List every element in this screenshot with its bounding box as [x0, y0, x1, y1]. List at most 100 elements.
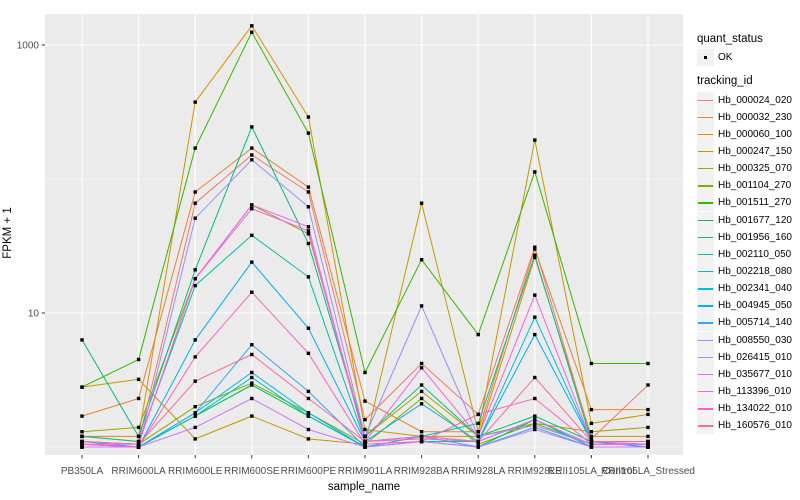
data-point	[250, 290, 254, 294]
data-point	[250, 260, 254, 264]
data-point	[136, 445, 141, 449]
data-point	[250, 125, 254, 129]
line-swatch-icon	[698, 271, 713, 273]
legend-item-Hb_035677_010: Hb_035677_010	[697, 365, 792, 383]
legend-item-label: Hb_000060_100	[718, 128, 792, 140]
legend-item-label: Hb_000032_230	[718, 111, 792, 123]
data-point	[306, 351, 311, 355]
data-point	[193, 338, 197, 342]
legend-item-label: Hb_001677_120	[718, 214, 792, 226]
x-tick-label: RRIM901LA	[338, 466, 393, 477]
data-point	[533, 425, 537, 430]
data-point	[80, 414, 84, 418]
line-swatch-icon	[698, 99, 713, 101]
data-point	[589, 439, 594, 444]
data-point	[419, 201, 424, 205]
legend-item-label: Hb_000325_070	[718, 163, 792, 175]
data-point	[363, 445, 367, 449]
line-swatch-icon	[698, 150, 713, 153]
legend-item-Hb_004945_050: Hb_004945_050	[697, 297, 792, 315]
legend-item-Hb_000060_100: Hb_000060_100	[697, 125, 792, 143]
data-point	[250, 343, 254, 347]
legend-item-Hb_005714_140: Hb_005714_140	[697, 314, 792, 332]
legend-key	[697, 314, 714, 332]
legend-key	[697, 49, 714, 66]
data-point	[419, 437, 424, 441]
data-point	[193, 100, 197, 104]
legend-key	[697, 177, 714, 195]
legend-key	[697, 108, 714, 126]
legend-item-label: Hb_113396_010	[718, 386, 792, 398]
data-point	[250, 370, 254, 375]
data-point	[363, 370, 367, 375]
data-point	[419, 402, 424, 406]
data-point	[589, 361, 594, 366]
data-point	[533, 375, 537, 380]
data-point	[250, 233, 254, 237]
legend-item-label: Hb_002110_050	[718, 248, 792, 260]
legend-key	[697, 91, 714, 109]
data-point	[589, 407, 594, 412]
data-point	[80, 439, 84, 444]
data-point	[476, 445, 480, 449]
data-point	[306, 229, 311, 233]
x-tick-label: RRIM600LE	[168, 466, 223, 477]
legend-item-label: OK	[718, 52, 733, 63]
data-point	[250, 158, 254, 162]
legend-item-Hb_001511_270: Hb_001511_270	[697, 194, 791, 212]
line-swatch-icon	[698, 219, 713, 221]
line-swatch-icon	[698, 168, 713, 170]
legend-item-Hb_000024_020: Hb_000024_020	[697, 91, 792, 109]
data-point	[533, 332, 537, 337]
data-point	[306, 225, 311, 229]
data-point	[363, 442, 367, 446]
data-point	[533, 255, 537, 260]
data-point	[193, 146, 197, 150]
data-point	[476, 442, 480, 446]
legend-key	[697, 280, 714, 298]
legend-key	[697, 297, 714, 315]
data-point	[476, 430, 480, 434]
data-point	[250, 375, 254, 380]
data-point	[136, 357, 141, 362]
legend-key	[697, 160, 714, 178]
data-point	[250, 24, 254, 28]
line-swatch-icon	[698, 253, 713, 256]
data-point	[533, 396, 537, 401]
data-point	[589, 430, 594, 434]
y-tick-label: 10	[28, 309, 40, 320]
line-swatch-icon	[698, 356, 713, 359]
line-swatch-icon	[698, 185, 713, 187]
data-point	[646, 439, 650, 444]
x-tick-label: PB350LA	[61, 466, 104, 477]
x-tick-label: RRII105LA_Stressed	[601, 466, 695, 477]
data-point	[80, 442, 84, 446]
legend-item-Hb_000325_070: Hb_000325_070	[697, 160, 792, 178]
data-point	[193, 190, 197, 194]
data-point	[589, 421, 594, 426]
data-point	[363, 417, 367, 422]
data-point	[250, 203, 254, 207]
data-point	[193, 201, 197, 205]
data-point	[193, 379, 197, 383]
data-point	[193, 437, 197, 441]
legend-key	[697, 263, 714, 280]
legend-item-Hb_001677_120: Hb_001677_120	[697, 211, 792, 229]
legend-key	[697, 383, 714, 401]
data-point	[533, 138, 537, 142]
data-point	[250, 153, 254, 157]
data-point	[306, 437, 311, 441]
y-axis-title: FPKM + 1	[2, 207, 14, 259]
line-swatch-icon	[698, 236, 713, 239]
data-point	[476, 434, 480, 439]
legend-item-label: Hb_008550_030	[718, 334, 792, 346]
legend-key	[697, 142, 714, 160]
data-point	[589, 442, 594, 446]
data-point	[476, 412, 480, 417]
legend-key	[697, 194, 714, 212]
line-swatch-icon	[698, 373, 713, 376]
data-point	[306, 241, 311, 246]
legend-item-Hb_000032_230: Hb_000032_230	[697, 108, 792, 126]
data-point	[250, 381, 254, 385]
